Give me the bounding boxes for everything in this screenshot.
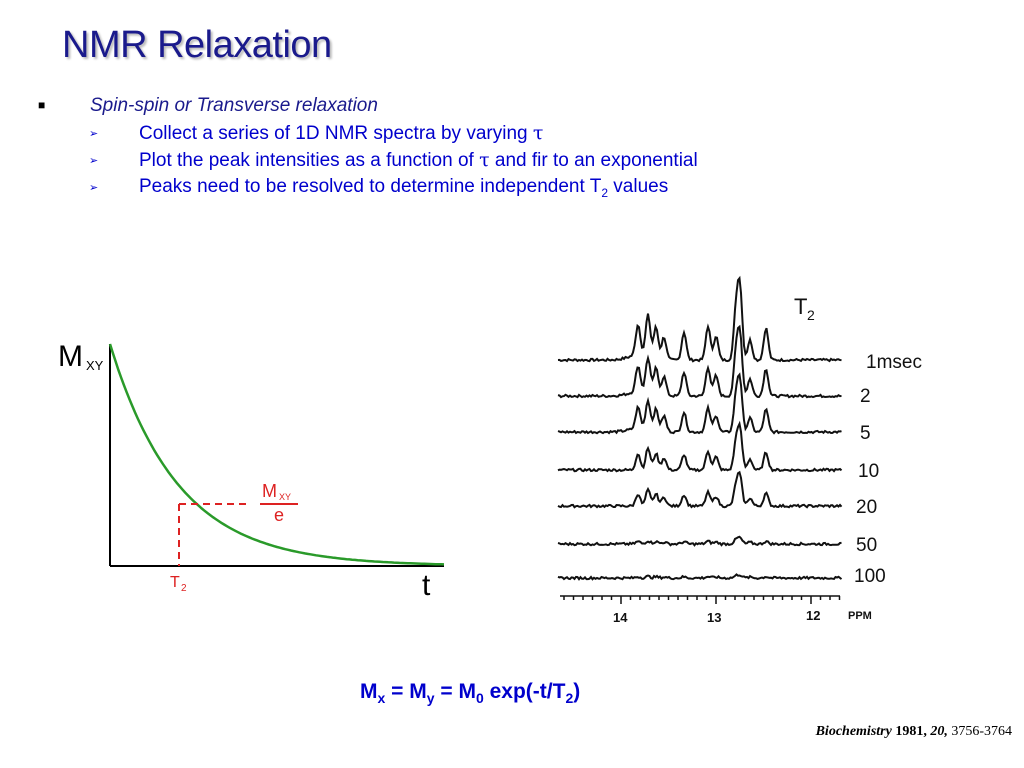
spectrum-trace xyxy=(557,324,842,399)
citation-journal: Biochemistry xyxy=(815,724,892,739)
decay-diagram: M XY T 2 M XY e t xyxy=(58,340,445,600)
ratio-numerator-sub: XY xyxy=(279,492,291,502)
trace-label-5: 5 xyxy=(860,423,871,444)
sub-bullet-3-subscript: 2 xyxy=(601,185,608,200)
y-axis-label: M xyxy=(58,340,83,373)
eq-part2: = M xyxy=(434,680,476,703)
spectrum-trace xyxy=(557,275,842,363)
spectra-traces xyxy=(557,275,843,581)
y-axis-label-sub: XY xyxy=(86,358,104,373)
ppm-tick-12: 12 xyxy=(806,608,820,623)
sub-bullet-1: Collect a series of 1D NMR spectra by va… xyxy=(139,122,543,145)
tau-symbol: τ xyxy=(479,149,490,171)
eq-m0-sub: 0 xyxy=(475,690,484,707)
slide-title: NMR Relaxation xyxy=(62,24,332,66)
trace-label-50: 50 xyxy=(856,535,877,556)
sub-bullet-3-tail: values xyxy=(608,176,669,197)
trace-label-10: 10 xyxy=(858,461,879,482)
spectrum-trace xyxy=(557,535,842,547)
sub-bullet-2-text: Plot the peak intensities as a function … xyxy=(139,150,480,171)
eq-close: ) xyxy=(573,680,581,703)
decay-curve xyxy=(108,343,445,566)
trace-label-20: 20 xyxy=(856,497,877,518)
spectrum-trace xyxy=(557,372,842,435)
citation-pages: 3756-3764 xyxy=(947,724,1012,739)
tau-symbol: τ xyxy=(532,122,544,144)
ppm-tick-14: 14 xyxy=(613,610,628,625)
legend-title: T xyxy=(794,294,807,319)
arrow-bullet-icon: ➢ xyxy=(89,182,99,194)
ratio-denominator: e xyxy=(274,505,284,525)
trace-label-2: 2 xyxy=(860,386,871,407)
arrow-bullet-icon: ➢ xyxy=(89,128,99,140)
eq-mx-sub: x xyxy=(377,690,386,707)
eq-t2-sub: 2 xyxy=(565,690,574,707)
x-axis-label: t xyxy=(422,569,431,600)
bullet-main: Spin-spin or Transverse relaxation xyxy=(90,95,378,116)
ppm-tick-13: 13 xyxy=(707,610,721,625)
sub-bullet-2-tail: and fir to an exponential xyxy=(489,150,698,171)
spectrum-trace xyxy=(557,573,843,581)
sub-bullet-2: Plot the peak intensities as a function … xyxy=(139,149,698,172)
spectrum-trace xyxy=(557,420,843,473)
citation-year: 1981, xyxy=(891,724,927,739)
legend-title-sub: 2 xyxy=(807,307,815,323)
arrow-bullet-icon: ➢ xyxy=(89,155,99,167)
eq-rest: exp(-t/T xyxy=(483,680,566,703)
spectrum-trace xyxy=(557,470,843,509)
trace-label-1msec: 1msec xyxy=(866,352,922,373)
square-bullet-icon: ■ xyxy=(38,98,46,112)
t2-label-sub: 2 xyxy=(181,583,187,594)
nmr-spectra-figure: T 2 1msec 2 5 10 20 50 100 14 13 12 PPM xyxy=(557,275,922,625)
relaxation-equation: Mx = My = M0 exp(-t/T2) xyxy=(360,680,580,706)
eq-mx: M xyxy=(360,680,378,703)
sub-bullet-3: Peaks need to be resolved to determine i… xyxy=(139,176,668,200)
sub-bullet-3-text: Peaks need to be resolved to determine i… xyxy=(139,176,602,197)
citation-volume: 20, xyxy=(926,724,948,739)
ppm-axis-ticks xyxy=(563,596,841,604)
citation: Biochemistry 1981, 20, 3756-3764 xyxy=(816,724,1012,740)
trace-label-100: 100 xyxy=(854,566,886,587)
eq-part1: = M xyxy=(385,680,427,703)
sub-bullet-1-text: Collect a series of 1D NMR spectra by va… xyxy=(139,123,533,144)
eq-my-sub: y xyxy=(426,690,435,707)
ratio-numerator: M xyxy=(262,481,277,501)
ppm-unit: PPM xyxy=(848,610,872,622)
t2-label: T xyxy=(170,574,180,591)
